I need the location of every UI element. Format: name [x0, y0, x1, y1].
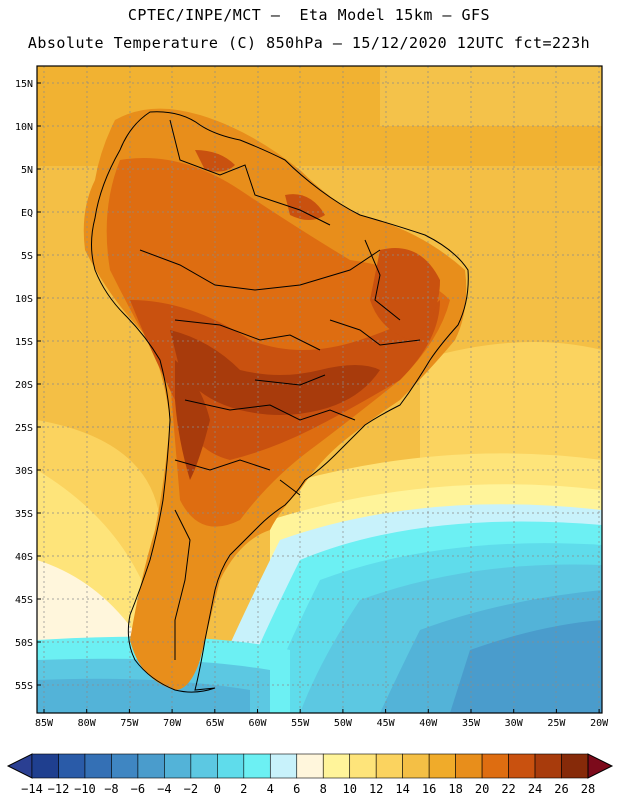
- colorbar-swatch: [428, 753, 456, 779]
- colorbar-swatch: [111, 753, 139, 779]
- lat-label: 10N: [15, 122, 33, 133]
- colorbar-label: 10: [342, 782, 357, 796]
- colorbar-label: −14: [21, 782, 43, 796]
- colorbar-label: −10: [74, 782, 96, 796]
- colorbar-label: 14: [395, 782, 410, 796]
- colorbar-label: 12: [368, 782, 384, 796]
- lat-label: 40S: [15, 552, 33, 563]
- lat-label: 20S: [15, 380, 33, 391]
- colorbar-swatch: [508, 753, 536, 779]
- lat-label: 50S: [15, 638, 33, 649]
- colorbar-label: 24: [527, 782, 543, 796]
- colorbar-label: 2: [240, 782, 248, 796]
- colorbar-swatch: [349, 753, 377, 779]
- colorbar-swatch: [402, 753, 430, 779]
- colorbar-label: 8: [319, 782, 327, 796]
- colorbar-swatch: [84, 753, 112, 779]
- lat-label: 15N: [15, 79, 33, 90]
- lon-label: 35W: [462, 718, 481, 729]
- lon-label: 80W: [78, 718, 97, 729]
- lon-label: 20W: [590, 718, 609, 729]
- lon-label: 25W: [547, 718, 566, 729]
- lat-label: 5S: [21, 251, 33, 262]
- colorbar-swatch: [534, 753, 562, 779]
- coastlines-and-borders: [91, 111, 469, 693]
- colorbar-label: −6: [130, 782, 146, 796]
- lat-label: 15S: [15, 337, 33, 348]
- colorbar-swatch: [269, 753, 298, 779]
- temperature-field: [37, 66, 602, 713]
- colorbar: [6, 753, 614, 779]
- colorbar-label: 16: [421, 782, 437, 796]
- colorbar-label: 26: [554, 782, 569, 796]
- map-title-line2: Absolute Temperature (C) 850hPa — 15/12/…: [27, 34, 591, 52]
- lat-label: 45S: [15, 595, 33, 606]
- colorbar-swatch: [243, 753, 271, 779]
- map-title-line1: CPTEC/INPE/MCT — Eta Model 15km — GFS: [127, 6, 491, 24]
- colorbar-swatch: [322, 753, 351, 779]
- colorbar-label: 4: [266, 782, 274, 796]
- colorbar-swatch: [164, 753, 192, 779]
- lat-label: 35S: [15, 509, 33, 520]
- colorbar-swatch: [375, 753, 403, 779]
- colorbar-swatch: [296, 753, 324, 779]
- lat-label: EQ: [21, 208, 33, 219]
- lon-label: 40W: [419, 718, 438, 729]
- lat-label: 10S: [15, 294, 33, 305]
- lat-label: 25S: [15, 423, 33, 434]
- colorbar-under-arrow: [6, 753, 33, 779]
- colorbar-label: 20: [474, 782, 490, 796]
- lon-label: 65W: [206, 718, 225, 729]
- lat-label: 55S: [15, 681, 33, 692]
- colorbar-label: 28: [580, 782, 596, 796]
- lon-label: 45W: [377, 718, 396, 729]
- lon-label: 60W: [248, 718, 267, 729]
- colorbar-over-arrow: [587, 753, 614, 779]
- lat-lon-gridlines: [37, 66, 602, 713]
- colorbar-swatch: [217, 753, 245, 779]
- colorbar-swatch: [455, 753, 483, 779]
- colorbar-label: 0: [213, 782, 221, 796]
- colorbar-label: 22: [501, 782, 516, 796]
- lon-label: 55W: [291, 718, 310, 729]
- colorbar-swatch: [137, 753, 165, 779]
- lon-label: 30W: [505, 718, 524, 729]
- colorbar-label: 18: [448, 782, 463, 796]
- colorbar-swatch: [190, 753, 218, 779]
- lon-label: 50W: [334, 718, 353, 729]
- lat-label: 5N: [21, 165, 33, 176]
- colorbar-swatch: [481, 753, 509, 779]
- colorbar-swatch: [561, 753, 589, 779]
- colorbar-label: −12: [47, 782, 70, 796]
- plot-frame: [36, 65, 603, 714]
- lat-label: 30S: [15, 466, 33, 477]
- colorbar-label: −2: [183, 782, 199, 796]
- colorbar-label: 6: [293, 782, 301, 796]
- latitude-labels: 15N 10N 5N EQ 5S 10S 15S 20S 25S 30S 35S 40S 45S 50S 5…: [15, 79, 41, 692]
- colorbar-swatch: [31, 753, 59, 779]
- colorbar-label: −8: [104, 782, 119, 796]
- colorbar-swatch: [58, 753, 86, 779]
- lon-label: 85W: [35, 718, 54, 729]
- lon-label: 70W: [163, 718, 182, 729]
- lon-label: 75W: [120, 718, 139, 729]
- longitude-labels: 85W 80W 75W 70W 65W 60W 55W 50W 45W 40W 35W 30W 25W 2…: [35, 709, 609, 729]
- colorbar-label: −4: [157, 782, 172, 796]
